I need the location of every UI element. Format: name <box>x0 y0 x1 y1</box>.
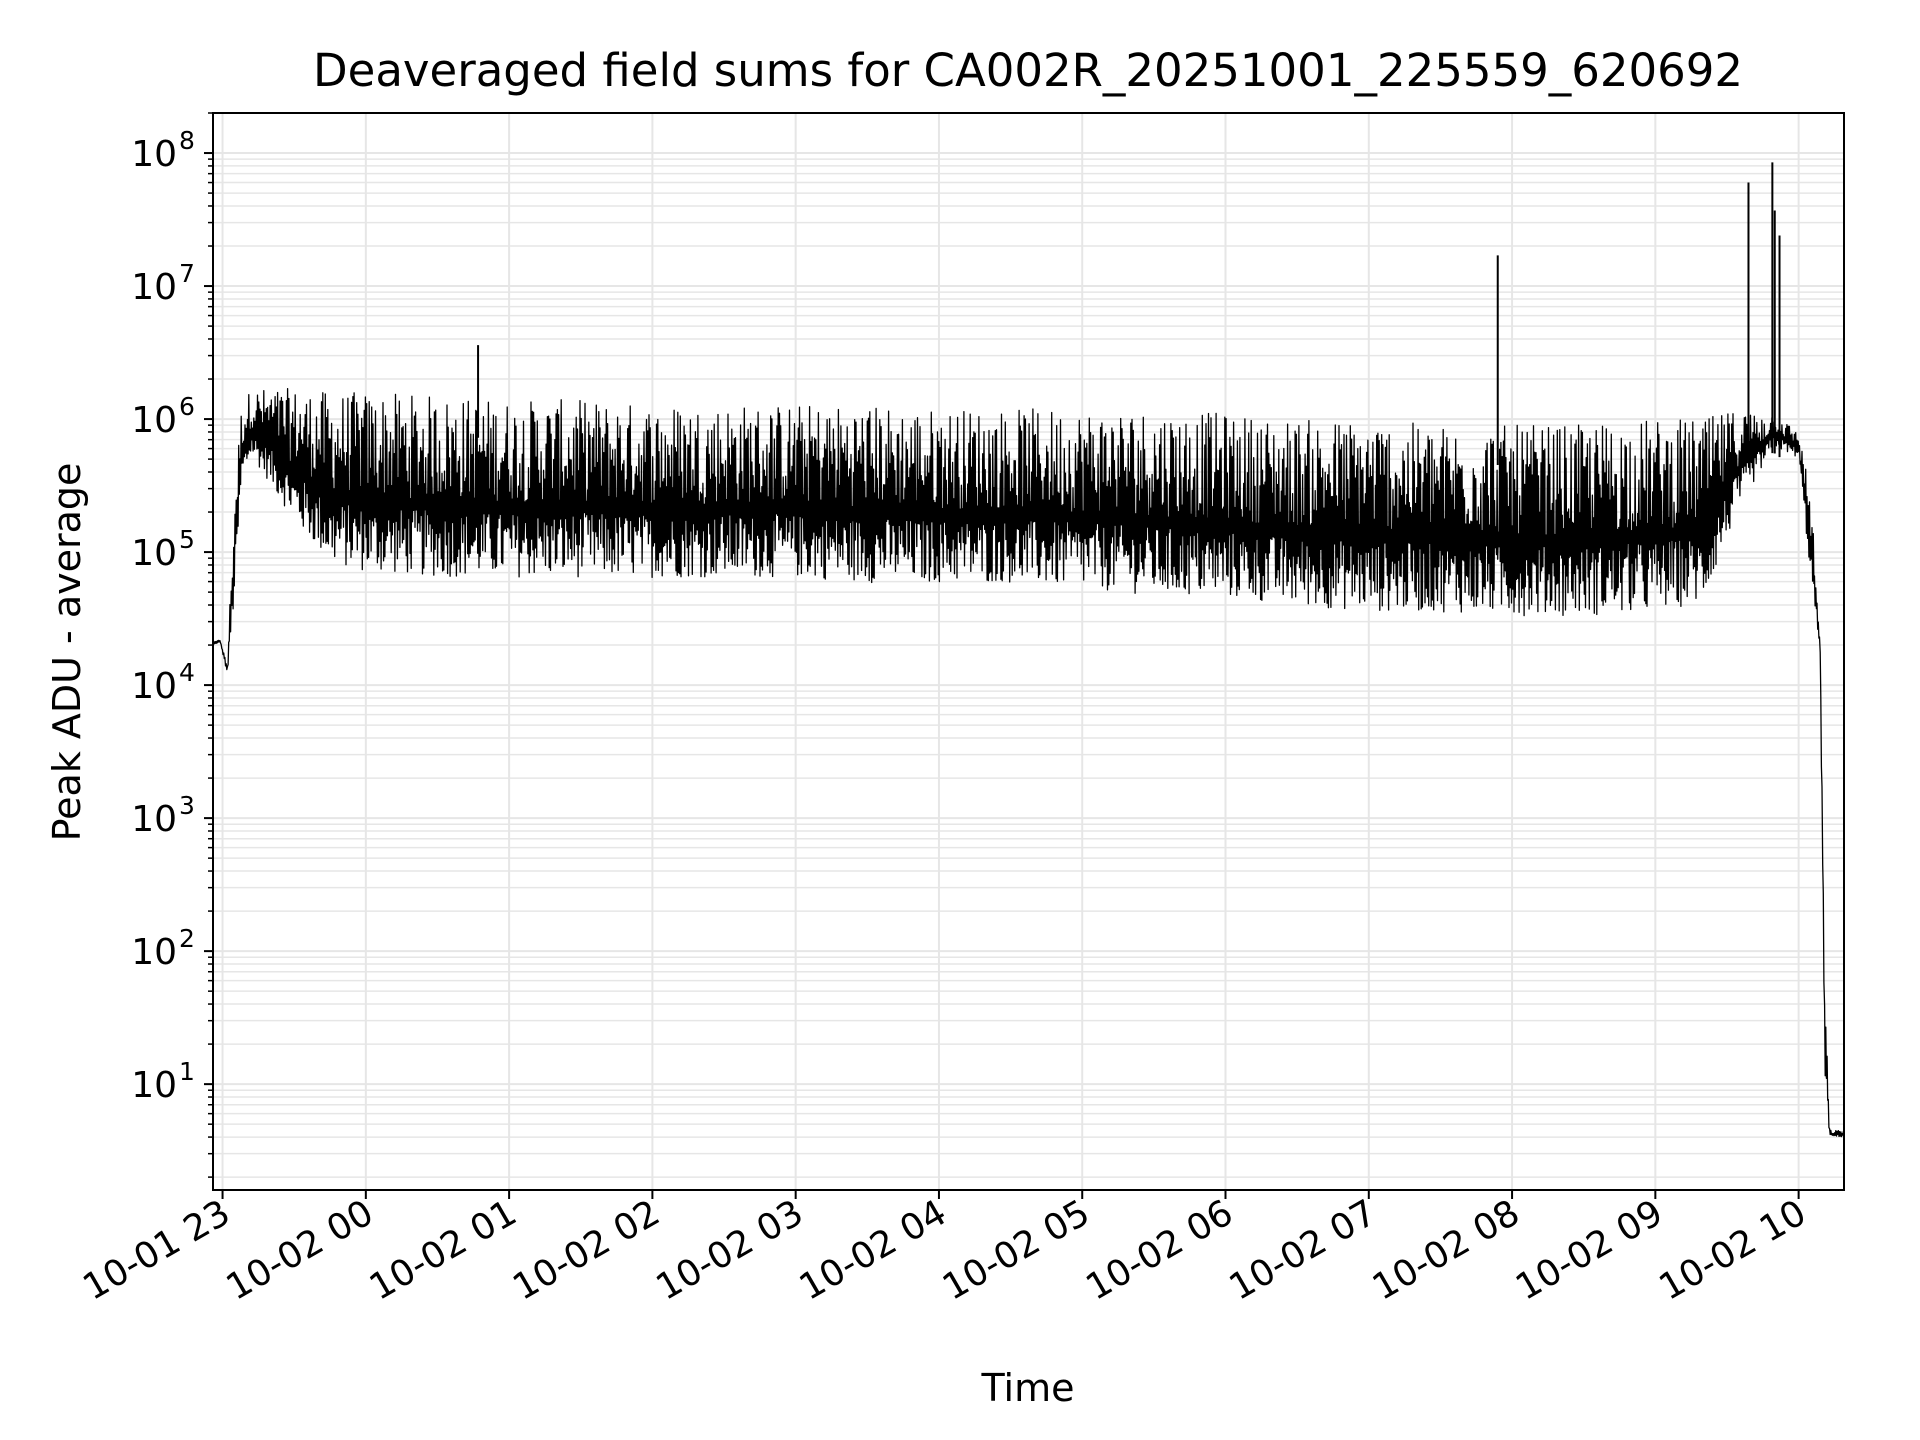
grid-major-y <box>213 152 1844 1086</box>
x-tick-label: 10-02 02 <box>506 1192 667 1308</box>
x-tick-label: 10-02 07 <box>1223 1192 1384 1308</box>
series-trace <box>212 387 1845 1138</box>
y-tick-exponent: 1 <box>179 1057 195 1086</box>
x-tick-label: 10-02 06 <box>1079 1192 1240 1308</box>
grid-minor <box>213 112 1844 1178</box>
plot-frame <box>212 112 1845 1191</box>
x-tick-label: 10-02 10 <box>1652 1192 1813 1308</box>
grid-major-x <box>221 113 1800 1190</box>
y-tick-label: 10 <box>131 932 177 973</box>
x-tick-label: 10-02 03 <box>649 1192 810 1308</box>
grid <box>213 112 1844 1190</box>
x-tick-label: 10-01 23 <box>76 1192 237 1308</box>
y-tick-label: 10 <box>131 134 177 175</box>
x-tick-label: 10-02 08 <box>1366 1192 1527 1308</box>
y-tick-label: 10 <box>131 400 177 441</box>
x-tick-label: 10-02 04 <box>793 1192 954 1308</box>
y-tick-exponent: 5 <box>179 525 195 554</box>
y-tick-exponent: 2 <box>179 924 195 953</box>
chart-title: Deaveraged field sums for CA002R_2025100… <box>313 44 1743 97</box>
y-tick-exponent: 4 <box>179 658 195 687</box>
x-axis-label: Time <box>981 1366 1075 1410</box>
y-tick-exponent: 6 <box>179 392 195 421</box>
y-tick-exponent: 3 <box>179 791 195 820</box>
x-tick-label: 10-02 00 <box>220 1192 381 1308</box>
y-tick-exponent: 8 <box>179 126 195 155</box>
y-tick-label: 10 <box>131 533 177 574</box>
y-axis-label: Peak ADU - average <box>45 463 89 842</box>
y-tick-label: 10 <box>131 666 177 707</box>
x-tick-label: 10-02 05 <box>936 1192 1097 1308</box>
y-tick-label: 10 <box>131 799 177 840</box>
x-tick-label: 10-02 09 <box>1509 1192 1670 1308</box>
y-tick-label: 10 <box>131 267 177 308</box>
y-tick-exponent: 7 <box>179 259 195 288</box>
series-line <box>212 162 1845 1138</box>
x-tick-label: 10-02 01 <box>363 1192 524 1308</box>
y-tick-label: 10 <box>131 1065 177 1106</box>
